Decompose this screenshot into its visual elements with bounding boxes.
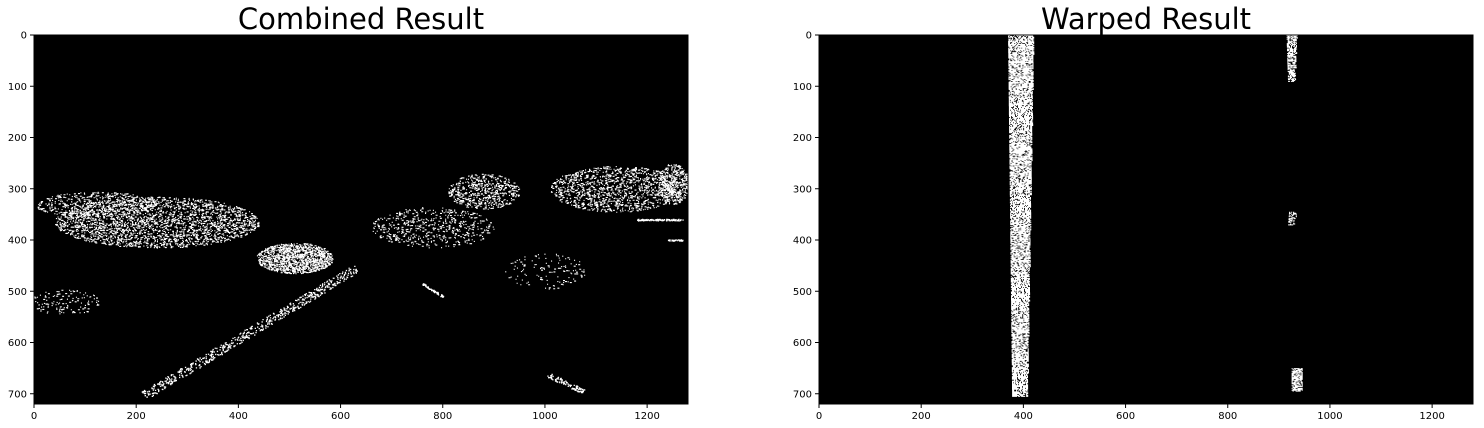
x-tick-label: 200 bbox=[912, 411, 931, 422]
x-tick-label: 1200 bbox=[634, 411, 659, 422]
axes-frame bbox=[33, 34, 689, 405]
y-tick-label: 600 bbox=[793, 338, 812, 349]
y-tick-label: 500 bbox=[8, 287, 27, 298]
y-tick-label: 700 bbox=[793, 389, 812, 400]
panel-warped-result: 0 200 400 600 800 1000 1200 0 100 200 300 400 500 600… bbox=[793, 31, 1474, 422]
x-tick-label: 0 bbox=[816, 411, 822, 422]
y-tick-label: 600 bbox=[8, 338, 27, 349]
panel-combined-result: 0 200 400 600 800 1000 1200 0 100 200 300 400 500 600… bbox=[8, 31, 689, 422]
x-tick-label: 1000 bbox=[1317, 411, 1342, 422]
x-tick-label: 400 bbox=[1014, 411, 1033, 422]
axes-frame bbox=[818, 34, 1474, 405]
chart-title-warped-result: Warped Result bbox=[1041, 2, 1251, 36]
x-tick-label: 1000 bbox=[532, 411, 557, 422]
y-tick-label: 700 bbox=[8, 389, 27, 400]
y-tick-label: 400 bbox=[8, 236, 27, 247]
x-tick-label: 600 bbox=[331, 411, 350, 422]
chart-title-combined-result: Combined Result bbox=[237, 2, 485, 36]
y-tick-label: 300 bbox=[793, 184, 812, 195]
x-tick-label: 600 bbox=[1116, 411, 1135, 422]
x-tick-label: 400 bbox=[229, 411, 248, 422]
x-tick-label: 200 bbox=[127, 411, 146, 422]
x-tick-label: 0 bbox=[31, 411, 37, 422]
x-tick-label: 800 bbox=[433, 411, 452, 422]
y-tick-label: 500 bbox=[793, 287, 812, 298]
y-tick-label: 100 bbox=[793, 82, 812, 93]
y-tick-label: 0 bbox=[21, 31, 27, 42]
y-tick-label: 200 bbox=[8, 133, 27, 144]
plot-area bbox=[819, 35, 1473, 404]
y-tick-label: 100 bbox=[8, 82, 27, 93]
y-tick-label: 0 bbox=[806, 31, 812, 42]
y-tick-label: 400 bbox=[793, 236, 812, 247]
y-tick-label: 300 bbox=[8, 184, 27, 195]
x-tick-label: 1200 bbox=[1419, 411, 1444, 422]
y-tick-label: 200 bbox=[793, 133, 812, 144]
x-tick-label: 800 bbox=[1218, 411, 1237, 422]
